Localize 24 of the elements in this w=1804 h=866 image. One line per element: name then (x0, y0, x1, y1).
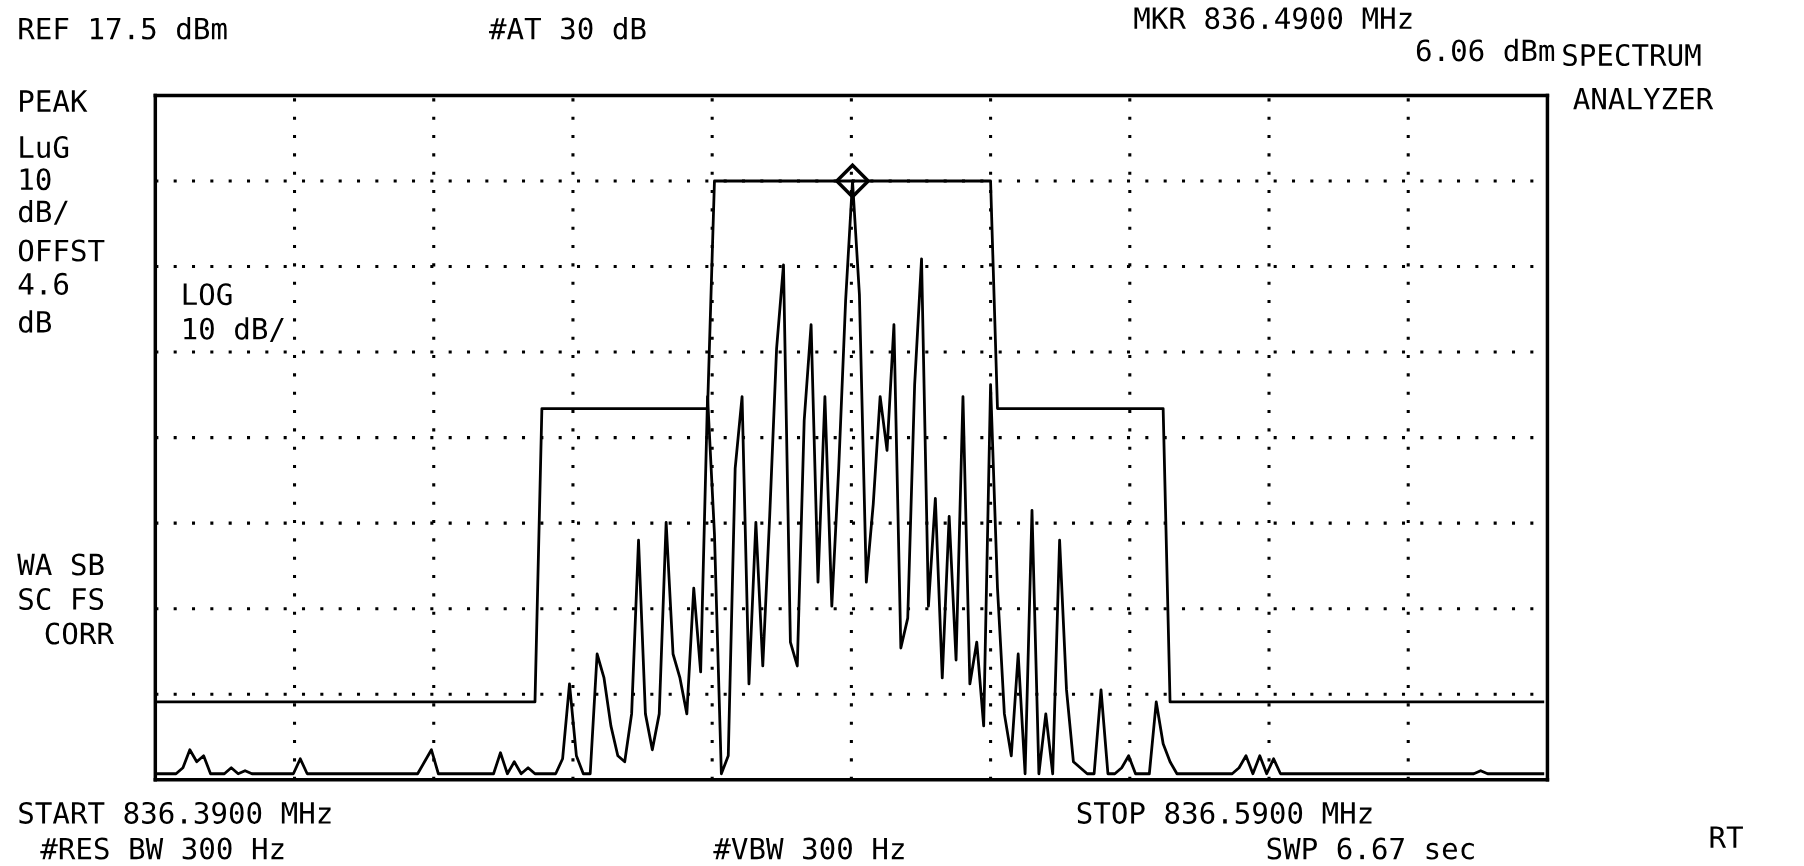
text: SC FS (19, 587, 104, 611)
text: OFFST (18, 239, 105, 262)
text: #RES BW 300 Hz (40, 837, 284, 860)
text: dB/ (19, 199, 68, 225)
text: STOP 836.5900 MHz (1077, 801, 1372, 824)
text: WA SB (17, 553, 104, 576)
text: PEAK (20, 90, 88, 112)
text: 4.6 (18, 272, 69, 295)
text: CORR (45, 622, 114, 645)
annotation: 10 dB/ (184, 317, 284, 343)
text: RT (1710, 826, 1743, 848)
text: START 836.3900 MHz (19, 801, 331, 824)
text: SWP 6.67 sec (1267, 837, 1474, 860)
text: SPECTRUM (1563, 43, 1701, 67)
text: #AT 30 dB (488, 17, 646, 40)
text: 6.06 dBm (1416, 38, 1555, 62)
text: #VBW 300 Hz (713, 837, 904, 860)
text: 10 (20, 168, 51, 191)
text: REF 17.5 dBm (19, 17, 227, 40)
annotation: LOG (183, 283, 232, 306)
text: ANALYZER (1573, 88, 1714, 110)
text: LuG (20, 135, 69, 159)
text: dB (19, 310, 52, 333)
text: MKR 836.4900 MHz (1134, 7, 1412, 30)
